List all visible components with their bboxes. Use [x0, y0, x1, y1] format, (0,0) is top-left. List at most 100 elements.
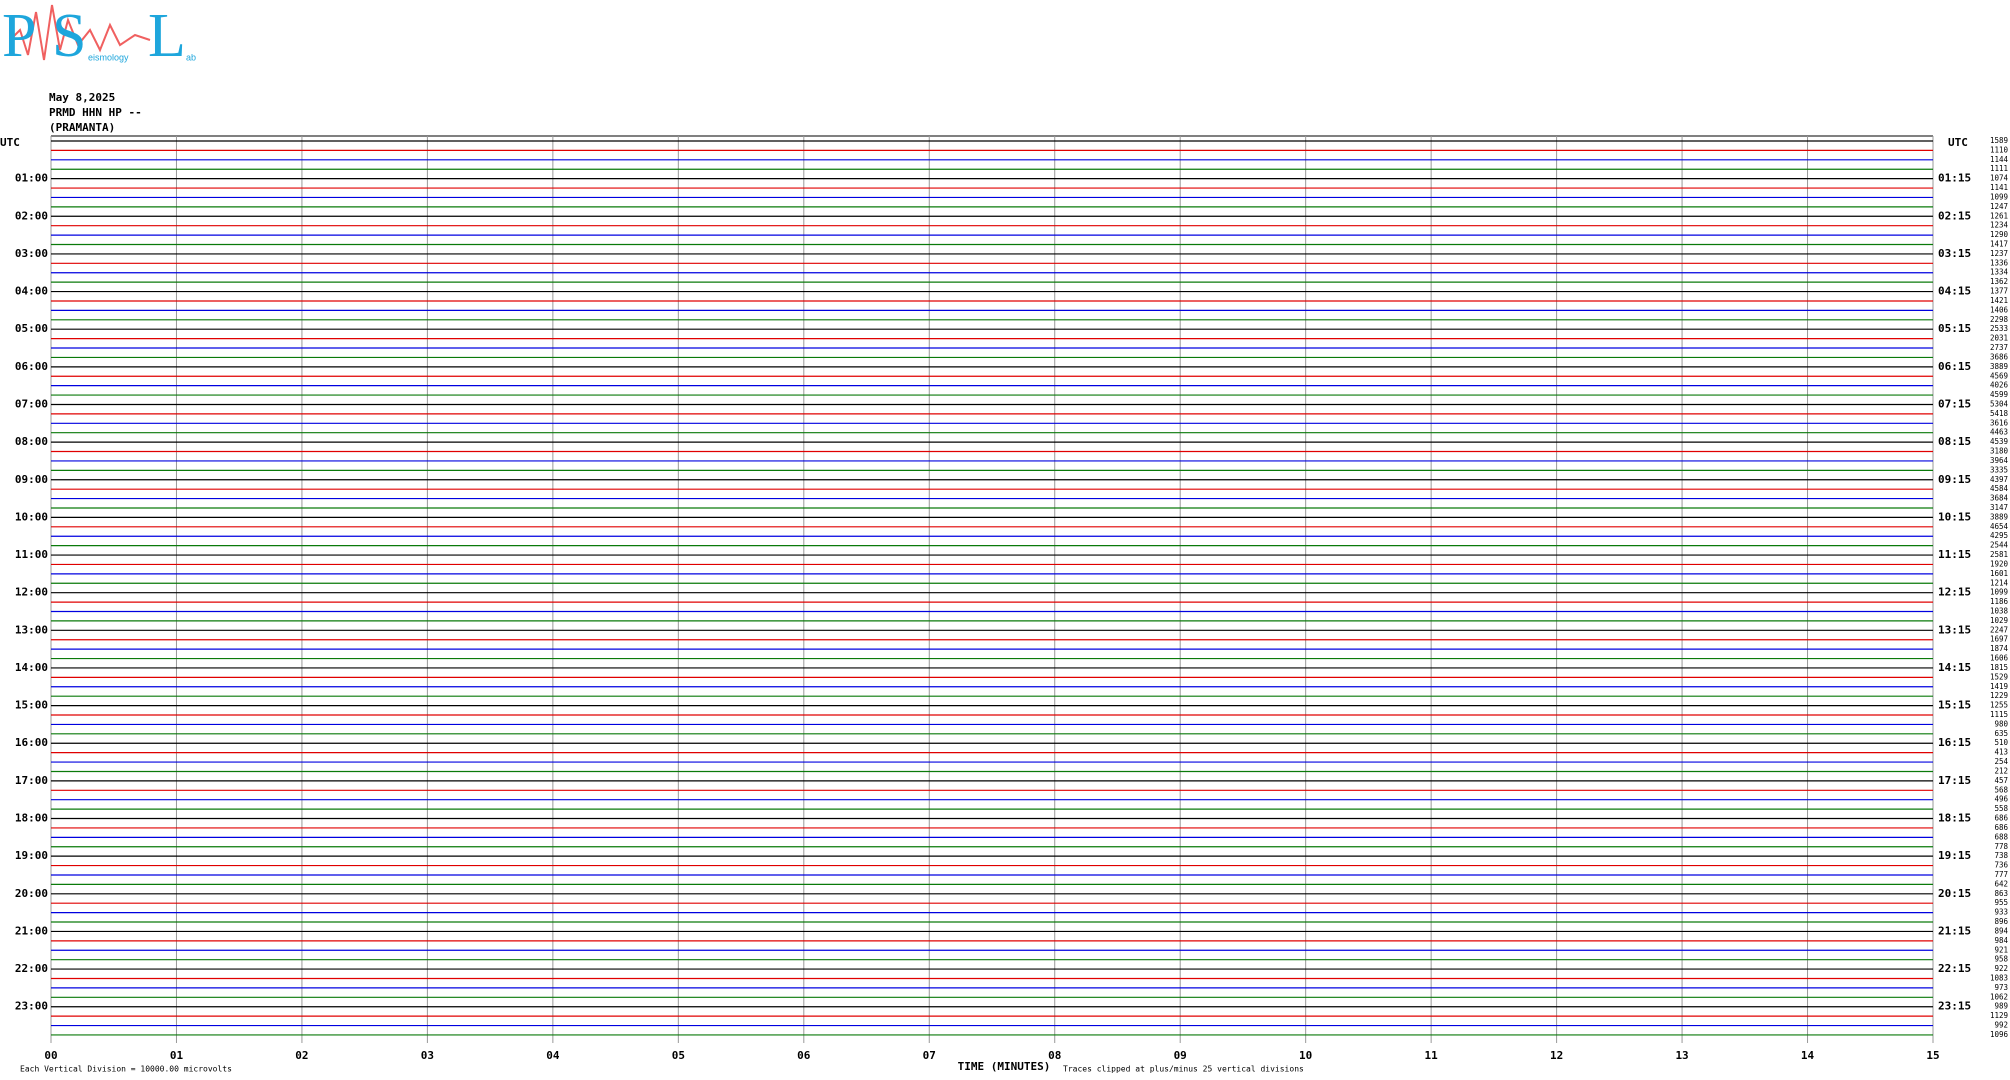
- trace-value: 1237: [1990, 249, 2008, 258]
- trace-value: 4569: [1990, 371, 2008, 380]
- hour-label-right: 22:15: [1938, 962, 1971, 975]
- hour-label-right: 20:15: [1938, 887, 1971, 900]
- hour-label-left: 01:00: [15, 172, 48, 185]
- hour-label-right: 08:15: [1938, 435, 1971, 448]
- hour-label-left: 22:00: [15, 962, 48, 975]
- trace-value: 1129: [1990, 1011, 2008, 1020]
- trace-value: 984: [1994, 936, 2008, 945]
- trace-value: 1110: [1990, 145, 2009, 154]
- trace-value: 1336: [1990, 258, 2009, 267]
- trace-value: 2737: [1990, 343, 2008, 352]
- hour-label-left: 07:00: [15, 397, 48, 410]
- trace-value: 1261: [1990, 211, 2008, 220]
- trace-value: 955: [1994, 898, 2008, 907]
- trace-value: 254: [1994, 757, 2008, 766]
- hour-label-left: 03:00: [15, 247, 48, 260]
- trace-value: 4463: [1990, 428, 2008, 437]
- trace-value: 4539: [1990, 437, 2008, 446]
- trace-value: 457: [1994, 776, 2008, 785]
- hour-label-left: 17:00: [15, 774, 48, 787]
- trace-value: 1362: [1990, 277, 2008, 286]
- x-tick-label: 02: [295, 1049, 308, 1062]
- trace-value: 642: [1994, 879, 2008, 888]
- hour-label-right: 19:15: [1938, 849, 1971, 862]
- trace-value: 1099: [1990, 192, 2008, 201]
- trace-value: 1074: [1990, 174, 2009, 183]
- x-tick-label: 01: [170, 1049, 184, 1062]
- hour-label-right: 04:15: [1938, 285, 1971, 298]
- trace-value: 3686: [1990, 352, 2009, 361]
- logo-text: ab: [186, 52, 196, 62]
- hour-label-right: 07:15: [1938, 397, 1971, 410]
- trace-value: 1111: [1990, 164, 2008, 173]
- hour-label-right: 01:15: [1938, 172, 1971, 185]
- trace-value: 1029: [1990, 616, 2008, 625]
- hour-label-right: 14:15: [1938, 661, 1971, 674]
- trace-value: 1874: [1990, 644, 2009, 653]
- x-tick-label: 07: [923, 1049, 936, 1062]
- trace-value: 4026: [1990, 381, 2009, 390]
- trace-value: 1234: [1990, 221, 2009, 230]
- trace-value: 1096: [1990, 1030, 2009, 1039]
- x-tick-label: 11: [1425, 1049, 1439, 1062]
- trace-value: 1144: [1990, 155, 2009, 164]
- hour-label-left: 18:00: [15, 812, 48, 825]
- trace-value: 3964: [1990, 456, 2009, 465]
- trace-value: 686: [1994, 823, 2008, 832]
- trace-value: 3684: [1990, 494, 2009, 503]
- trace-value: 1406: [1990, 305, 2009, 314]
- x-tick-label: 10: [1299, 1049, 1312, 1062]
- trace-value: 738: [1994, 851, 2008, 860]
- hour-label-left: 12:00: [15, 586, 48, 599]
- logo-letter: L: [148, 2, 186, 70]
- x-tick-label: 04: [546, 1049, 560, 1062]
- left-header: UTC: [0, 136, 20, 149]
- x-tick-label: 14: [1801, 1049, 1815, 1062]
- hour-label-left: 14:00: [15, 661, 48, 674]
- trace-value: 496: [1994, 795, 2008, 804]
- trace-value: 1255: [1990, 701, 2008, 710]
- hour-label-right: 09:15: [1938, 473, 1971, 486]
- trace-value: 5418: [1990, 409, 2009, 418]
- trace-value: 1115: [1990, 710, 2008, 719]
- hour-label-left: 08:00: [15, 435, 48, 448]
- trace-value: 2581: [1990, 550, 2008, 559]
- trace-value: 2247: [1990, 625, 2008, 634]
- trace-value: 896: [1994, 917, 2008, 926]
- trace-value: 1229: [1990, 691, 2008, 700]
- station: PRMD HHN HP --: [49, 106, 142, 119]
- trace-value: 2298: [1990, 315, 2009, 324]
- trace-value: 558: [1994, 804, 2008, 813]
- hour-label-left: 15:00: [15, 699, 48, 712]
- hour-label-left: 13:00: [15, 623, 48, 636]
- trace-value: 4397: [1990, 475, 2008, 484]
- trace-value: 933: [1994, 908, 2008, 917]
- hour-label-left: 19:00: [15, 849, 48, 862]
- trace-value: 894: [1994, 926, 2008, 935]
- trace-value: 2533: [1990, 324, 2008, 333]
- trace-value: 568: [1994, 785, 2008, 794]
- trace-value: 1417: [1990, 240, 2008, 249]
- trace-value: 973: [1994, 983, 2008, 992]
- trace-value: 2031: [1990, 334, 2008, 343]
- trace-value: 989: [1994, 1002, 2008, 1011]
- trace-value: 1214: [1990, 578, 2009, 587]
- trace-value: 413: [1994, 748, 2008, 757]
- hour-label-right: 21:15: [1938, 924, 1971, 937]
- trace-value: 777: [1994, 870, 2008, 879]
- trace-value: 635: [1994, 729, 2008, 738]
- logo: P S L eismology ab: [2, 2, 196, 70]
- trace-value: 992: [1994, 1021, 2008, 1030]
- x-tick-label: 00: [44, 1049, 57, 1062]
- hour-label-left: 10:00: [15, 510, 48, 523]
- hour-label-right: 10:15: [1938, 510, 1971, 523]
- trace-value: 1038: [1990, 607, 2009, 616]
- trace-value: 778: [1994, 842, 2008, 851]
- trace-value: 1589: [1990, 136, 2008, 145]
- hour-label-left: 20:00: [15, 887, 48, 900]
- trace-value: 2544: [1990, 541, 2009, 550]
- hour-label-right: 03:15: [1938, 247, 1971, 260]
- logo-text: eismology: [88, 52, 129, 62]
